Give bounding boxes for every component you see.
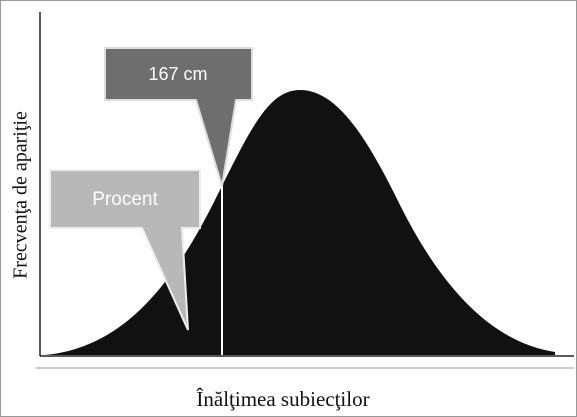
callout-share bbox=[49, 169, 201, 331]
x-axis-label: Înălţimea subiecţilor bbox=[196, 387, 369, 411]
callout-value bbox=[104, 47, 253, 187]
callout-value-text: 167 cm bbox=[148, 64, 207, 84]
y-axis-label: Frecvenţa de apariţie bbox=[10, 111, 32, 279]
callout-share-text: Procent bbox=[92, 189, 158, 210]
